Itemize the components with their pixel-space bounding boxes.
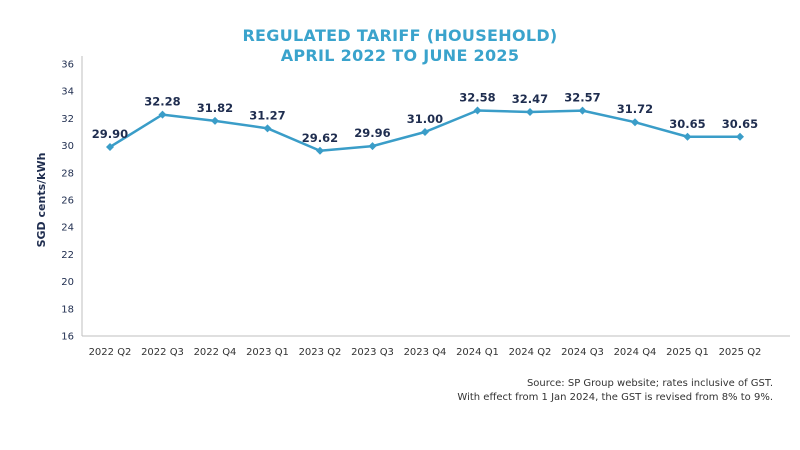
y-tick-label: 34 (61, 87, 74, 98)
y-tick-label: 30 (61, 141, 74, 152)
y-tick-label: 20 (61, 277, 74, 288)
x-tick-label: 2024 Q2 (509, 347, 552, 358)
data-label: 30.65 (669, 117, 705, 131)
data-point (578, 106, 587, 115)
data-point (316, 146, 324, 155)
x-tick-label: 2025 Q2 (719, 347, 762, 358)
y-tick-label: 22 (61, 250, 74, 261)
data-label: 29.96 (354, 126, 390, 140)
data-point (106, 142, 114, 151)
data-label: 32.47 (512, 92, 548, 106)
y-tick-label: 16 (61, 332, 74, 343)
gst-note: With effect from 1 Jan 2024, the GST is … (457, 392, 773, 403)
data-point (368, 142, 377, 151)
x-tick-label: 2024 Q3 (561, 347, 604, 358)
x-tick-label: 2022 Q2 (89, 347, 132, 358)
data-label: 31.72 (617, 102, 653, 116)
x-tick-label: 2022 Q4 (194, 347, 237, 358)
data-label: 32.58 (459, 91, 495, 105)
y-tick-label: 32 (61, 114, 74, 125)
data-point (473, 106, 482, 115)
y-tick-label: 18 (61, 304, 74, 315)
x-tick-label: 2024 Q4 (614, 347, 657, 358)
data-label: 32.28 (144, 95, 180, 109)
x-tick-label: 2023 Q4 (404, 347, 447, 358)
x-tick-label: 2025 Q1 (666, 347, 709, 358)
data-label: 29.62 (302, 131, 338, 145)
data-point (263, 124, 272, 133)
data-label: 32.57 (564, 91, 600, 105)
data-point (631, 118, 639, 127)
chart-subtitle: APRIL 2022 TO JUNE 2025 (280, 46, 520, 65)
x-tick-label: 2023 Q2 (299, 347, 342, 358)
data-point (683, 132, 692, 141)
source-note: Source: SP Group website; rates inclusiv… (526, 378, 773, 389)
data-label: 30.65 (722, 117, 758, 131)
y-tick-label: 24 (61, 223, 74, 234)
data-point (421, 128, 429, 136)
data-point (526, 108, 534, 117)
y-tick-label: 28 (61, 168, 74, 179)
x-tick-label: 2022 Q3 (141, 347, 184, 358)
data-point (211, 116, 219, 125)
x-tick-label: 2023 Q1 (246, 347, 289, 358)
data-point (736, 132, 744, 141)
y-axis-label: SGD cents/kWh (35, 153, 48, 248)
x-tick-label: 2024 Q1 (456, 347, 499, 358)
x-tick-label: 2023 Q3 (351, 347, 394, 358)
data-label: 31.00 (407, 112, 443, 126)
data-label: 29.90 (92, 127, 128, 141)
y-tick-label: 36 (61, 60, 74, 71)
y-tick-label: 26 (61, 196, 74, 207)
data-label: 31.82 (197, 101, 233, 115)
data-point (158, 110, 167, 119)
chart-title: REGULATED TARIFF (HOUSEHOLD) (242, 26, 558, 45)
data-label: 31.27 (249, 108, 285, 122)
